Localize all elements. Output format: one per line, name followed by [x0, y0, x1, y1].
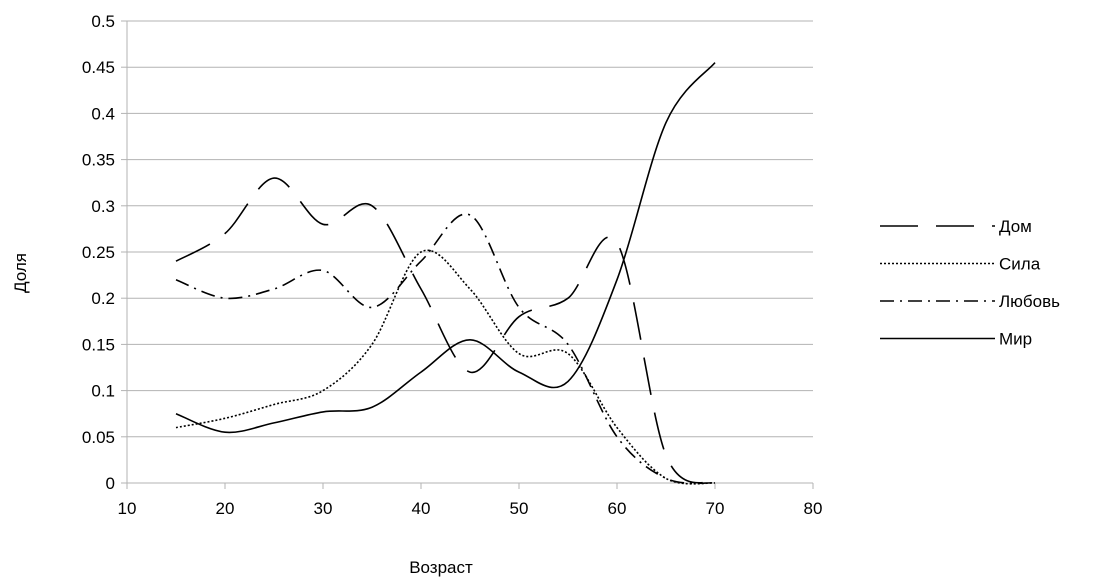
x-tick-label: 60 [608, 499, 627, 518]
y-tick-label: 0.4 [91, 104, 115, 123]
x-tick-label: 70 [706, 499, 725, 518]
y-axis-title: Доля [11, 253, 30, 293]
y-tick-label: 0.35 [82, 151, 115, 170]
y-tick-label: 0.3 [91, 197, 115, 216]
y-tick-label: 0.1 [91, 382, 115, 401]
legend-label: Сила [999, 255, 1041, 274]
x-tick-label: 30 [314, 499, 333, 518]
y-tick-label: 0 [106, 474, 115, 493]
x-tick-label: 10 [118, 499, 137, 518]
legend-label: Любовь [999, 292, 1060, 311]
axes [121, 20, 814, 489]
y-tick-label: 0.2 [91, 289, 115, 308]
grid-lines [127, 20, 813, 484]
series-line-1 [175, 177, 716, 484]
y-tick-label: 0.05 [82, 428, 115, 447]
series-lines [175, 62, 716, 485]
series-line-4 [175, 62, 716, 434]
x-tick-label: 20 [216, 499, 235, 518]
legend-label: Мир [999, 330, 1032, 349]
x-tick-label: 40 [412, 499, 431, 518]
y-tick-label: 0.25 [82, 243, 115, 262]
legend-label: Дом [999, 217, 1032, 236]
x-tick-label: 80 [804, 499, 823, 518]
tick-labels: 0 0.05 0.1 0.15 0.2 0.25 0.3 0.35 0.4 0.45 0.5 10 20… [82, 12, 823, 518]
y-tick-label: 0.5 [91, 12, 115, 31]
series-line-3 [175, 213, 716, 485]
y-tick-label: 0.45 [82, 58, 115, 77]
x-axis-title: Возраст [409, 558, 473, 577]
x-tick-label: 50 [510, 499, 529, 518]
legend: Дом Сила Любовь Мир [880, 217, 1060, 349]
y-tick-label: 0.15 [82, 335, 115, 354]
series-line-2 [175, 249, 716, 485]
